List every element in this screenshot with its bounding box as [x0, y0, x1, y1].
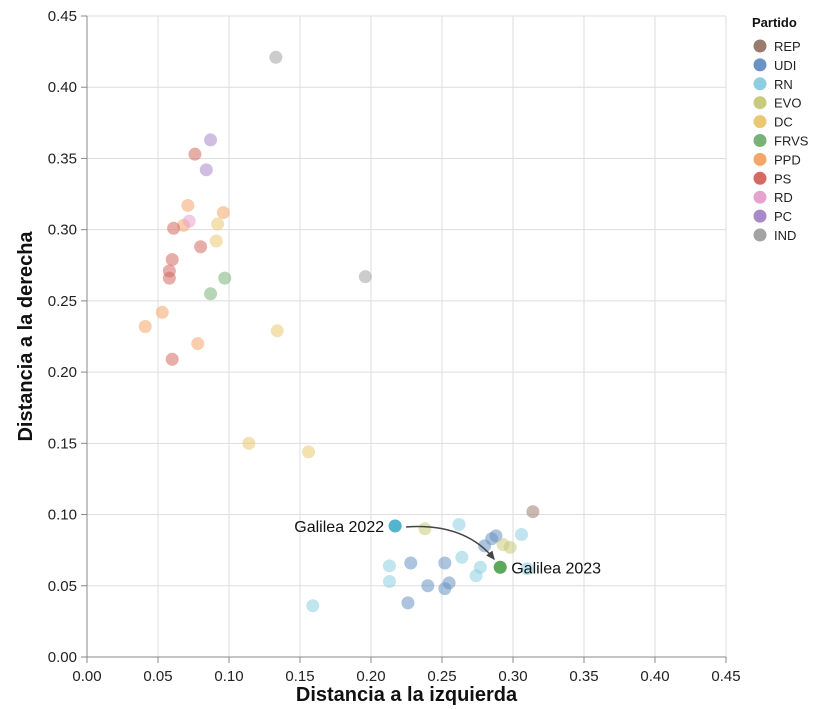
data-point-rd: [182, 214, 196, 228]
legend-swatch-pc: [753, 209, 767, 223]
data-point-udi: [442, 576, 456, 590]
legend-label-rep: REP: [774, 39, 801, 54]
annotations: Galilea 2022 Galilea 2023: [294, 519, 601, 577]
legend-label-evo: EVO: [774, 96, 801, 111]
data-point-ps: [188, 147, 202, 161]
data-point-dc: [302, 445, 316, 459]
data-point-udi: [404, 556, 418, 570]
y-tick-label: 0.35: [48, 150, 77, 167]
legend: Partido REP UDI RN EVO DC FRVS PPD PS RD PC IND: [752, 15, 809, 243]
x-tick-label: 0.05: [143, 668, 172, 685]
data-point-ppd: [138, 320, 152, 334]
legend-label-pc: PC: [774, 209, 792, 224]
data-point-evo: [503, 540, 517, 554]
highlight-point-galilea-2023: [493, 560, 507, 574]
x-tick-label: 0.35: [569, 668, 598, 685]
annotation-galilea-2022: Galilea 2022: [294, 519, 384, 536]
y-axis-title: Distancia a la derecha: [15, 231, 37, 442]
data-point-rep: [526, 505, 540, 519]
x-tick-label: 0.45: [711, 668, 740, 685]
annotation-arrow: [406, 525, 495, 561]
data-point-ps: [162, 264, 176, 278]
axes: 0.00 0.05 0.10 0.15 0.20 0.25 0.30 0.35 0.40 0.45…: [15, 8, 741, 706]
x-tick-label: 0.00: [72, 668, 101, 685]
data-point-udi: [489, 529, 503, 543]
x-tick-label: 0.10: [214, 668, 243, 685]
y-tick-label: 0.05: [48, 578, 77, 595]
legend-swatch-rd: [753, 190, 767, 204]
legend-title: Partido: [752, 15, 797, 30]
legend-label-ps: PS: [774, 171, 792, 186]
y-tick-label: 0.40: [48, 79, 77, 96]
data-point-rn: [520, 562, 534, 576]
data-point-ind: [358, 270, 372, 284]
legend-swatch-rep: [753, 39, 767, 53]
legend-label-rn: RN: [774, 77, 793, 92]
legend-swatch-dc: [753, 115, 767, 129]
data-point-dc: [209, 234, 223, 248]
x-tick-label: 0.20: [356, 668, 385, 685]
legend-swatch-rn: [753, 77, 767, 91]
y-tick-label: 0.30: [48, 222, 77, 239]
data-point-ppd: [155, 305, 169, 319]
data-point-udi: [421, 579, 435, 593]
legend-swatch-evo: [753, 96, 767, 110]
y-tick-label: 0.15: [48, 435, 77, 452]
data-point-pc: [204, 133, 218, 147]
data-point-rn: [306, 599, 320, 613]
data-point-rn: [452, 518, 466, 532]
data-point-frvs: [218, 271, 232, 285]
data-point-ps: [165, 352, 179, 366]
data-point-dc: [270, 324, 284, 338]
data-points: [138, 50, 540, 613]
data-point-dc: [242, 436, 256, 450]
data-point-evo: [418, 522, 432, 536]
data-point-rn: [515, 527, 529, 541]
data-point-ppd: [181, 198, 195, 212]
legend-swatch-frvs: [753, 134, 767, 147]
data-point-ppd: [191, 337, 205, 351]
data-point-frvs: [204, 287, 218, 301]
data-point-pc: [199, 163, 213, 177]
x-tick-label: 0.30: [498, 668, 527, 685]
data-point-ind: [269, 50, 283, 64]
data-point-udi: [438, 556, 452, 570]
legend-swatch-udi: [753, 58, 767, 72]
legend-label-rd: RD: [774, 190, 793, 205]
y-tick-label: 0.10: [48, 507, 77, 524]
x-tick-label: 0.15: [285, 668, 314, 685]
data-point-rn: [382, 559, 396, 573]
legend-swatch-ps: [753, 171, 767, 185]
y-tick-label: 0.25: [48, 293, 77, 310]
y-tick-label: 0.20: [48, 364, 77, 381]
data-point-udi: [401, 596, 415, 610]
x-tick-label: 0.40: [640, 668, 669, 685]
x-axis-title: Distancia a la izquierda: [296, 684, 518, 706]
legend-swatch-ind: [753, 228, 767, 242]
legend-swatch-ppd: [753, 152, 767, 166]
legend-label-ppd: PPD: [774, 152, 801, 167]
legend-label-ind: IND: [774, 228, 796, 243]
data-point-dc: [211, 217, 225, 231]
data-point-rn: [455, 550, 469, 564]
y-tick-label: 0.45: [48, 8, 77, 25]
data-point-ps: [167, 221, 181, 235]
y-tick-label: 0.00: [48, 649, 77, 666]
data-point-ps: [165, 253, 179, 267]
legend-label-udi: UDI: [774, 58, 796, 73]
data-point-ppd: [216, 206, 230, 220]
x-tick-label: 0.25: [427, 668, 456, 685]
data-point-rn: [473, 560, 487, 574]
legend-label-dc: DC: [774, 115, 793, 130]
data-point-rn: [382, 575, 396, 589]
highlight-point-galilea-2022: [388, 519, 402, 533]
data-point-ps: [194, 240, 208, 254]
annotation-galilea-2023: Galilea 2023: [511, 560, 601, 577]
legend-label-frvs: FRVS: [774, 134, 809, 149]
